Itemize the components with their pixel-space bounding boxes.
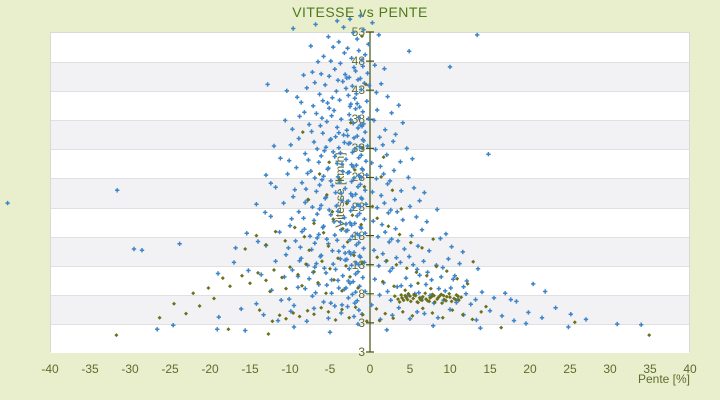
grid-band <box>51 236 689 266</box>
grid-band <box>51 294 689 324</box>
y-tick-label: 3 <box>358 315 365 330</box>
grid-band <box>51 149 689 179</box>
x-tick-label: 25 <box>563 362 577 376</box>
x-tick-label: -10 <box>281 362 299 376</box>
y-tick-label: 43 <box>351 83 365 98</box>
grid-band <box>51 62 689 92</box>
grid-band <box>51 323 689 353</box>
y-tick-label: 8 <box>358 286 365 301</box>
x-tick-label: 0 <box>366 362 374 376</box>
x-tick-label: -15 <box>241 362 259 376</box>
x-tick-label: -20 <box>201 362 219 376</box>
grid-band <box>51 265 689 295</box>
x-tick-label: 40 <box>683 362 697 376</box>
grid-band <box>51 207 689 237</box>
grid-band <box>51 91 689 121</box>
y-tick-label: 3 <box>358 345 365 359</box>
x-tick-label: -40 <box>41 362 59 376</box>
grid-band <box>51 33 689 63</box>
x-tick-label: -30 <box>121 362 139 376</box>
x-tick-label: 30 <box>603 362 617 376</box>
grid-band <box>51 120 689 150</box>
x-tick-label: -25 <box>161 362 179 376</box>
x-tick-label: 20 <box>523 362 537 376</box>
y-tick-label: 48 <box>351 54 365 69</box>
y-tick-label: 38 <box>351 112 365 127</box>
plot-area <box>50 32 690 353</box>
y-tick-label: 13 <box>351 257 365 272</box>
x-tick-label: 15 <box>483 362 497 376</box>
grid-band <box>51 178 689 208</box>
x-tick-label: -5 <box>324 362 336 376</box>
x-tick-label: 10 <box>443 362 457 376</box>
chart-title: VITESSE vs PENTE <box>292 4 428 20</box>
x-axis-title: Pente [%] <box>637 372 690 386</box>
x-tick-label: 5 <box>406 362 414 376</box>
x-tick-label: 35 <box>643 362 657 376</box>
y-tick-label: 53 <box>351 25 365 39</box>
y-axis-title: Vitesse [km/h] <box>333 152 347 228</box>
x-tick-label: -35 <box>81 362 99 376</box>
